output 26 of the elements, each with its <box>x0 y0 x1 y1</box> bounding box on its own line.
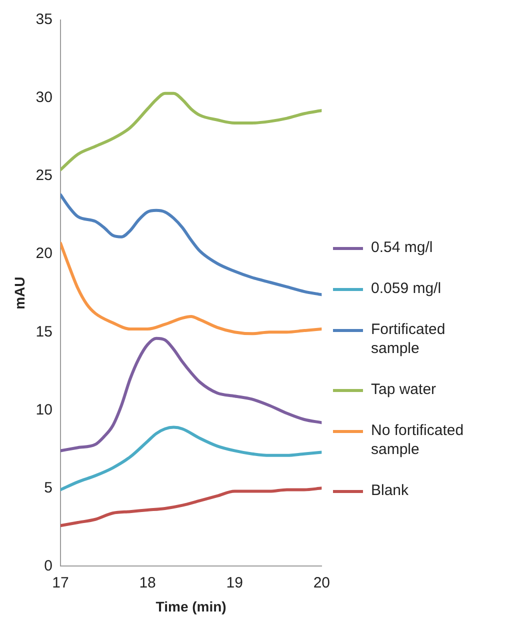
line-series <box>60 92 322 172</box>
legend-label: No fortificated sample <box>371 421 465 459</box>
y-axis-title: mAU <box>11 276 28 310</box>
y-tick-label: 0 <box>44 557 52 574</box>
y-tick-label: 25 <box>36 167 52 184</box>
legend-label: 0.54 mg/l <box>371 238 433 257</box>
y-tick-label: 10 <box>36 401 52 418</box>
line-series <box>60 242 322 336</box>
y-tick-label: 35 <box>36 11 52 28</box>
legend-label: Fortificated sample <box>371 320 446 358</box>
line-series <box>60 426 322 492</box>
x-axis-title: Time (min) <box>156 598 226 614</box>
line-series <box>60 486 322 528</box>
y-tick-label: 30 <box>36 89 52 106</box>
legend-label: Tap water <box>371 380 436 399</box>
y-tick-label: 5 <box>44 479 52 496</box>
legend-label: Blank <box>371 481 409 500</box>
y-tick-label: 15 <box>36 323 52 340</box>
legend-label: 0.059 mg/l <box>371 279 442 298</box>
line-series <box>60 336 322 452</box>
x-tick-label: 20 <box>313 574 330 592</box>
line-series <box>60 193 322 296</box>
x-tick-label: 19 <box>226 574 243 592</box>
y-tick-label: 20 <box>36 245 52 262</box>
x-tick-label: 18 <box>139 574 156 592</box>
x-tick-label: 17 <box>52 574 69 592</box>
